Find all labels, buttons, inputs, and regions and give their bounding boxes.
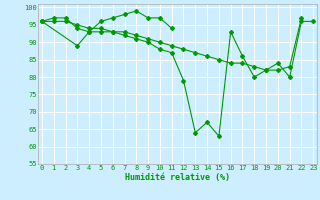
X-axis label: Humidité relative (%): Humidité relative (%) bbox=[125, 173, 230, 182]
